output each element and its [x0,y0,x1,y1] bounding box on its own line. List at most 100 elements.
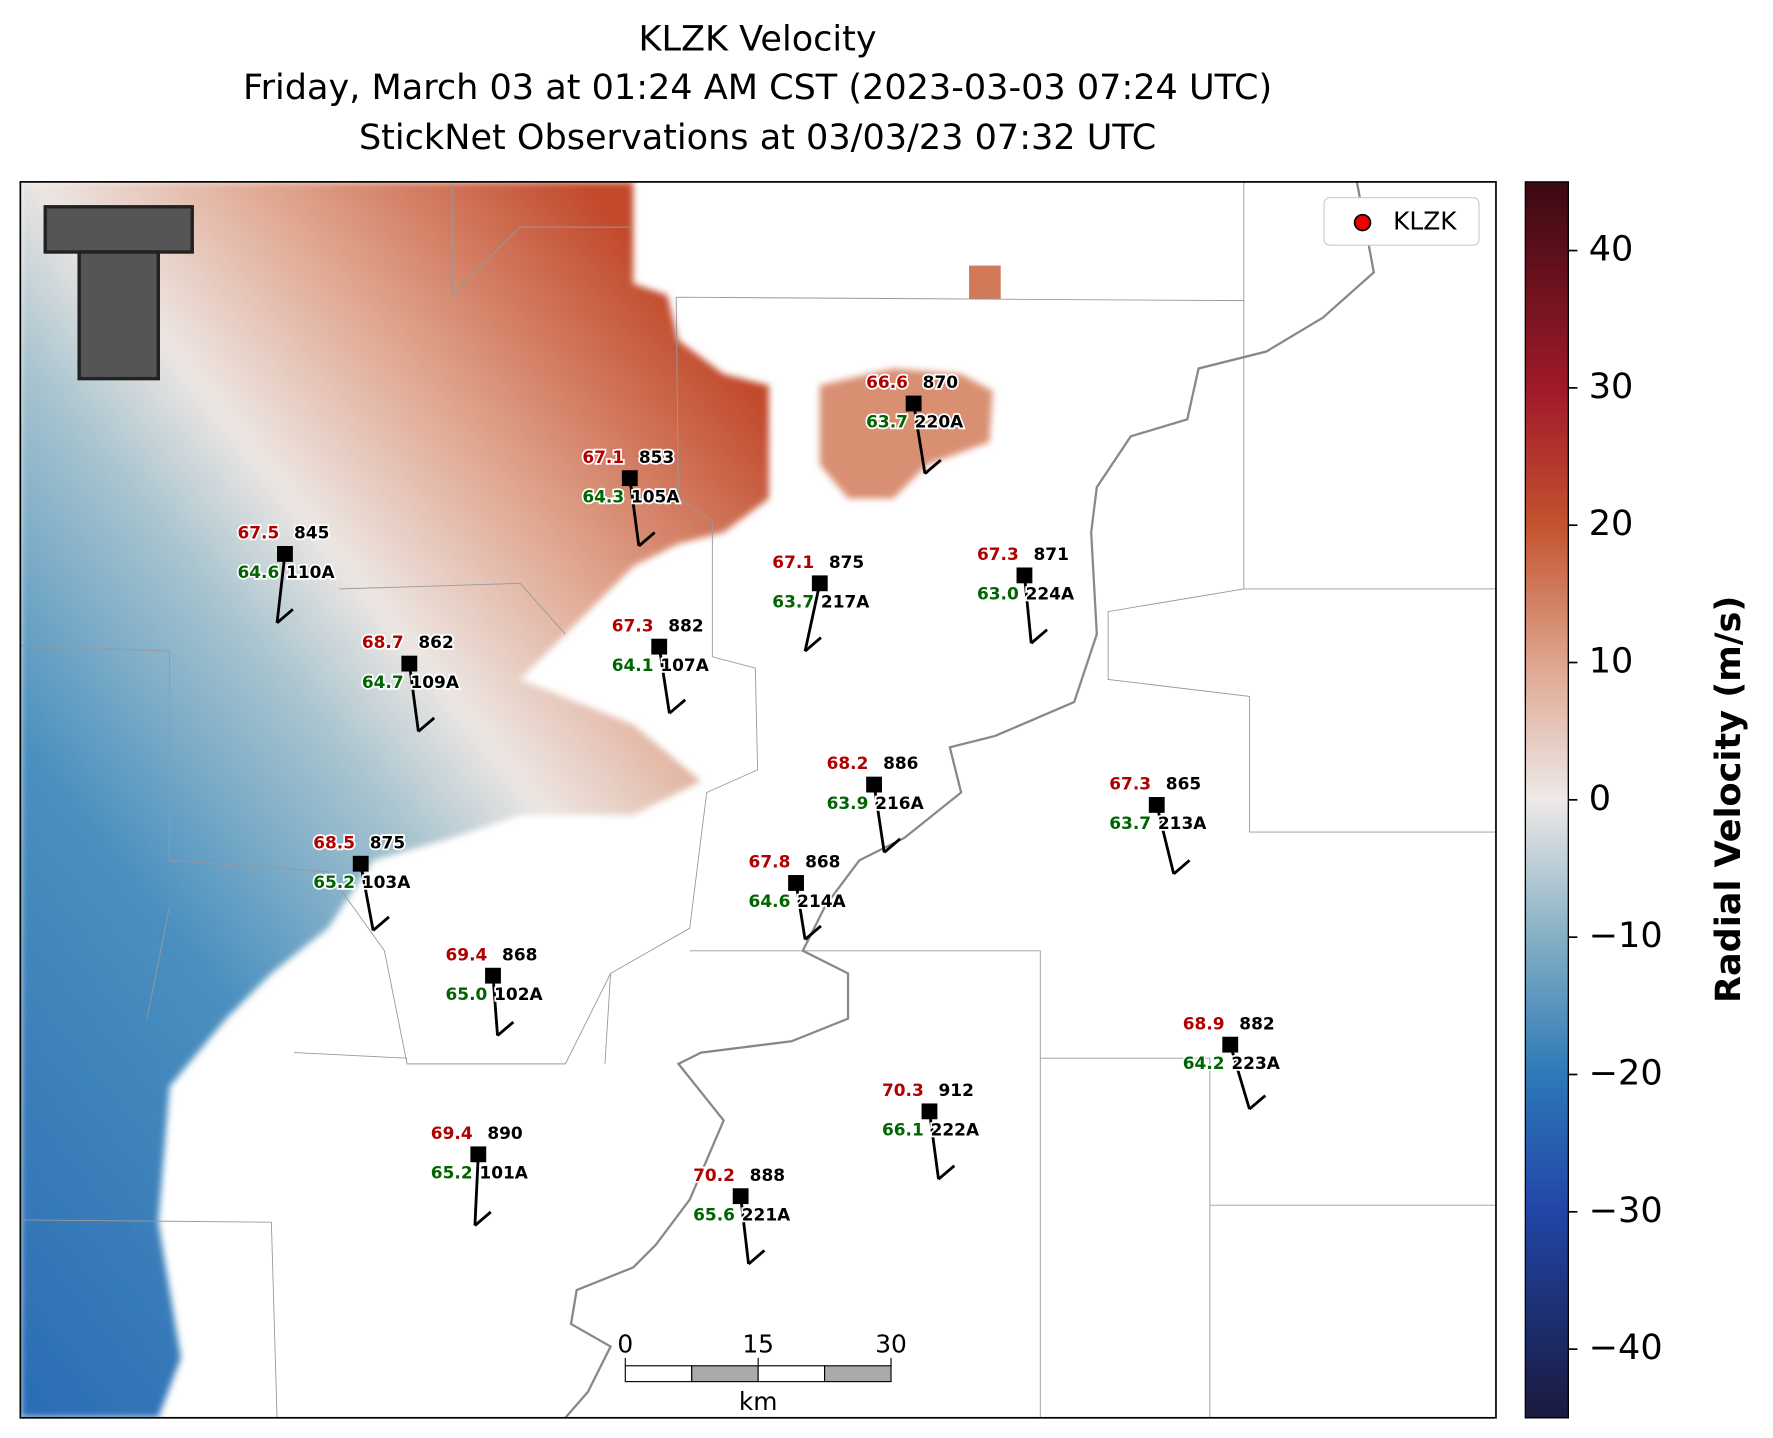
wind-barb [491,975,499,1036]
station-id: 213A [1158,813,1207,833]
pressure: 888 [750,1165,785,1185]
temperature: 70.3 [882,1080,924,1100]
wind-barb [872,784,886,853]
station-marker [866,776,882,793]
station-id: 220A [915,412,964,432]
pressure: 865 [1166,774,1201,794]
wind-barb [417,716,436,733]
dewpoint: 63.9 [827,793,869,813]
pressure: 875 [370,832,405,852]
wind-barb [803,583,822,652]
temperature: 67.8 [749,852,791,872]
wind-barb [1172,859,1191,875]
wind-barb [275,553,287,624]
dewpoint: 65.2 [313,872,355,892]
pressure: 870 [923,372,958,392]
wind-barb [1248,1094,1267,1111]
station-id: 102A [494,984,543,1004]
temperature: 68.2 [827,753,869,773]
wind-barb [794,882,807,940]
wind-barb [804,636,822,653]
station-id: 222A [931,1120,980,1140]
wind-barb [637,531,656,548]
stations: 67.5 845 64.6 110A 68.7 862 64.7 109A 67.1 853 64.… [236,370,1282,1266]
map [20,181,1496,1418]
dewpoint: 63.0 [977,584,1019,604]
wind-barb [407,663,420,732]
temperature: 68.7 [362,632,404,652]
pressure: 875 [829,552,864,572]
wind-barb [473,1210,492,1227]
pressure: 853 [639,447,674,467]
colorbar-tick-label: 30 [1589,366,1634,407]
station-marker [732,1188,749,1205]
temperature: 66.6 [866,372,908,392]
wind-barb [747,1249,766,1266]
wind-barb [924,458,942,475]
station-marker [788,875,804,891]
scale-unit: km [739,1387,778,1416]
scale-tick-label: 15 [742,1329,774,1358]
pressure: 868 [805,852,840,872]
station-id: 223A [1231,1053,1280,1073]
wind-barb [883,837,901,854]
title: Friday, March 03 at 01:24 AM CST (2023-0… [243,67,1272,108]
pressure: 890 [487,1123,522,1143]
scale-segment [824,1365,892,1383]
dewpoint: 64.6 [237,562,279,582]
station-id: 103A [362,872,411,892]
radar-echo [969,265,1001,300]
wind-barb [1228,1044,1251,1110]
station-id: 224A [1026,584,1075,604]
wind-barb [1023,575,1033,644]
temperature: 67.5 [237,523,279,543]
plot-frame [19,181,1497,1419]
scale-tick-label: 0 [617,1329,633,1358]
colorbar-tick-label: −20 [1589,1052,1663,1093]
wind-barb [657,646,671,714]
station-id: 216A [875,793,924,813]
temperature: 67.3 [612,615,654,635]
temperature: 69.4 [446,944,488,964]
wind-barb [928,1111,940,1180]
colorbar: −40 −30 −20 −10 0 10 20 30 40 [1524,181,1663,1419]
station-marker [921,1103,938,1120]
temperature: 67.1 [582,447,624,467]
dewpoint: 63.7 [1109,813,1151,833]
scale-tick-label: 30 [875,1329,907,1358]
colorbar-tick-label: 10 [1589,641,1634,682]
dewpoint: 65.2 [431,1163,473,1183]
wind-barb [473,1154,480,1226]
station-marker [352,855,369,872]
pressure: 871 [1033,544,1068,564]
station-marker [401,655,418,672]
station-marker [1222,1036,1239,1053]
dewpoint: 66.1 [882,1120,924,1140]
colorbar-tick-label: 40 [1589,229,1634,270]
station-marker [905,395,922,412]
pressure: 868 [502,944,537,964]
dewpoint: 64.7 [362,672,404,692]
dewpoint: 64.3 [582,486,624,506]
station-marker [811,575,828,592]
station-marker [1016,567,1033,584]
station-id: 110A [286,562,335,582]
wind-barb [1030,628,1048,645]
station-id: 214A [797,891,846,911]
dewpoint: 64.1 [612,655,654,675]
scale-segment [757,1365,826,1383]
legend-label: KLZK [1393,207,1457,236]
temperature: 70.2 [693,1165,735,1185]
station-marker [621,470,638,487]
station-marker [470,1146,487,1163]
scale-segment [624,1365,693,1383]
pressure: 862 [418,632,453,652]
temperature: 67.3 [1109,774,1151,794]
station-id: 221A [742,1204,791,1224]
radar-echo [20,181,769,1418]
station-id: 101A [479,1163,528,1183]
title: KLZK Velocity [639,19,877,60]
scale-bar: 0 15 30 km [617,1329,906,1416]
wind-barb [359,863,375,931]
